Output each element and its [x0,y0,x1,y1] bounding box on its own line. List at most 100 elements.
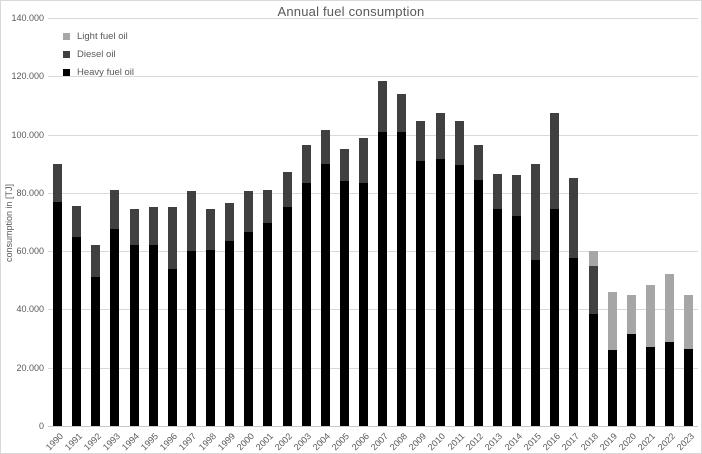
x-tick-slot: 2003 [292,427,316,453]
bars-layer [48,18,698,426]
bar-segment [607,291,617,351]
bar-segment [512,216,522,426]
plot-area [48,18,698,427]
bar-segment [110,189,120,230]
bar-slot-1990 [48,18,67,426]
gridline [48,18,698,19]
x-tick-slot: 2000 [235,427,258,453]
bar-segment [359,137,369,183]
bar-segment [282,207,292,426]
x-tick-slot: 2009 [407,427,430,453]
stacked-bar-2011 [454,121,464,426]
x-tick-slot: 2019 [598,427,622,453]
bar-slot-2011 [450,18,469,426]
bar-segment [416,121,426,161]
stacked-bar-2009 [416,121,426,426]
bar-segment [626,334,636,426]
x-tick-slot: 2023 [675,427,698,453]
x-tick-slot: 1992 [82,427,105,453]
bar-segment [359,182,369,426]
legend: Light fuel oil Diesel oil Heavy fuel oil [63,27,134,81]
y-tick-label: 120.000 [11,71,44,82]
bar-segment [454,121,464,166]
stacked-bar-2003 [301,144,311,426]
heavy-fuel-oil-swatch-icon [63,68,70,76]
stacked-bar-2017 [569,178,579,426]
bar-segment [91,245,101,278]
y-tick-label: 60.000 [16,246,44,257]
stacked-bar-1990 [53,163,63,426]
stacked-bar-2012 [473,144,483,426]
bar-segment [473,144,483,180]
bar-segment [550,208,560,426]
bar-segment [148,207,158,246]
bar-segment [588,313,598,426]
bar-segment [72,205,82,237]
stacked-bar-2000 [244,191,254,426]
bar-slot-1995 [144,18,163,426]
bar-slot-1994 [125,18,144,426]
bar-segment [244,191,254,233]
bar-segment [397,131,407,426]
stacked-bar-2018 [588,251,598,426]
bar-slot-2007 [373,18,392,426]
bar-slot-2006 [354,18,373,426]
bar-slot-2021 [641,18,660,426]
stacked-bar-2013 [492,173,502,426]
x-tick-slot: 2016 [541,427,564,453]
y-tick-label: 140.000 [11,13,44,23]
bar-segment [588,265,598,314]
stacked-bar-2008 [397,93,407,426]
bar-segment [665,274,675,342]
stacked-bar-2020 [626,294,636,426]
stacked-bar-2002 [282,172,292,426]
bar-segment [301,144,311,183]
stacked-bar-2010 [435,112,445,426]
bar-slot-1998 [201,18,220,426]
x-tick-slot: 2008 [388,427,411,453]
y-tick-label: 20.000 [16,362,44,373]
bar-segment [186,191,196,252]
bar-segment [416,160,426,426]
bar-segment [645,347,655,426]
bar-slot-2012 [469,18,488,426]
bar-segment [263,189,273,224]
x-tick-slot: 2007 [369,427,392,453]
bar-slot-1996 [163,18,182,426]
x-tick-slot: 2012 [464,427,488,453]
bar-segment [531,163,541,260]
bar-slot-2014 [507,18,526,426]
bar-segment [588,251,598,266]
x-tick-slot: 1997 [177,427,201,453]
x-tick-slot: 2005 [330,427,354,453]
x-tick-slot: 2014 [502,427,526,453]
stacked-bar-1994 [129,208,139,426]
bar-segment [378,80,388,132]
bar-segment [129,245,139,426]
x-axis-tick-labels: 1990 1991 1992 1993 1994 1995 1996 1997 1998 1999… [43,427,698,453]
bar-slot-2017 [564,18,583,426]
x-tick-slot: 2010 [426,427,450,453]
diesel-oil-swatch-icon [63,50,70,58]
bar-segment [244,232,254,426]
gridline [48,251,698,253]
bar-segment [282,172,292,208]
x-tick-slot: 2011 [445,427,469,453]
bar-segment [320,130,330,164]
stacked-bar-2005 [339,149,349,426]
bar-segment [684,348,694,426]
bar-segment [645,284,655,348]
bar-slot-1992 [86,18,105,426]
bar-segment [492,173,502,209]
bar-slot-1993 [105,18,124,426]
bar-segment [339,149,349,182]
gridline [48,134,698,136]
stacked-bar-1999 [225,203,235,426]
bar-segment [569,178,579,259]
x-tick-slot: 1999 [216,427,239,453]
bar-slot-2004 [316,18,335,426]
bar-slot-2008 [392,18,411,426]
bar-segment [435,159,445,426]
x-tick-slot: 1991 [63,427,86,453]
